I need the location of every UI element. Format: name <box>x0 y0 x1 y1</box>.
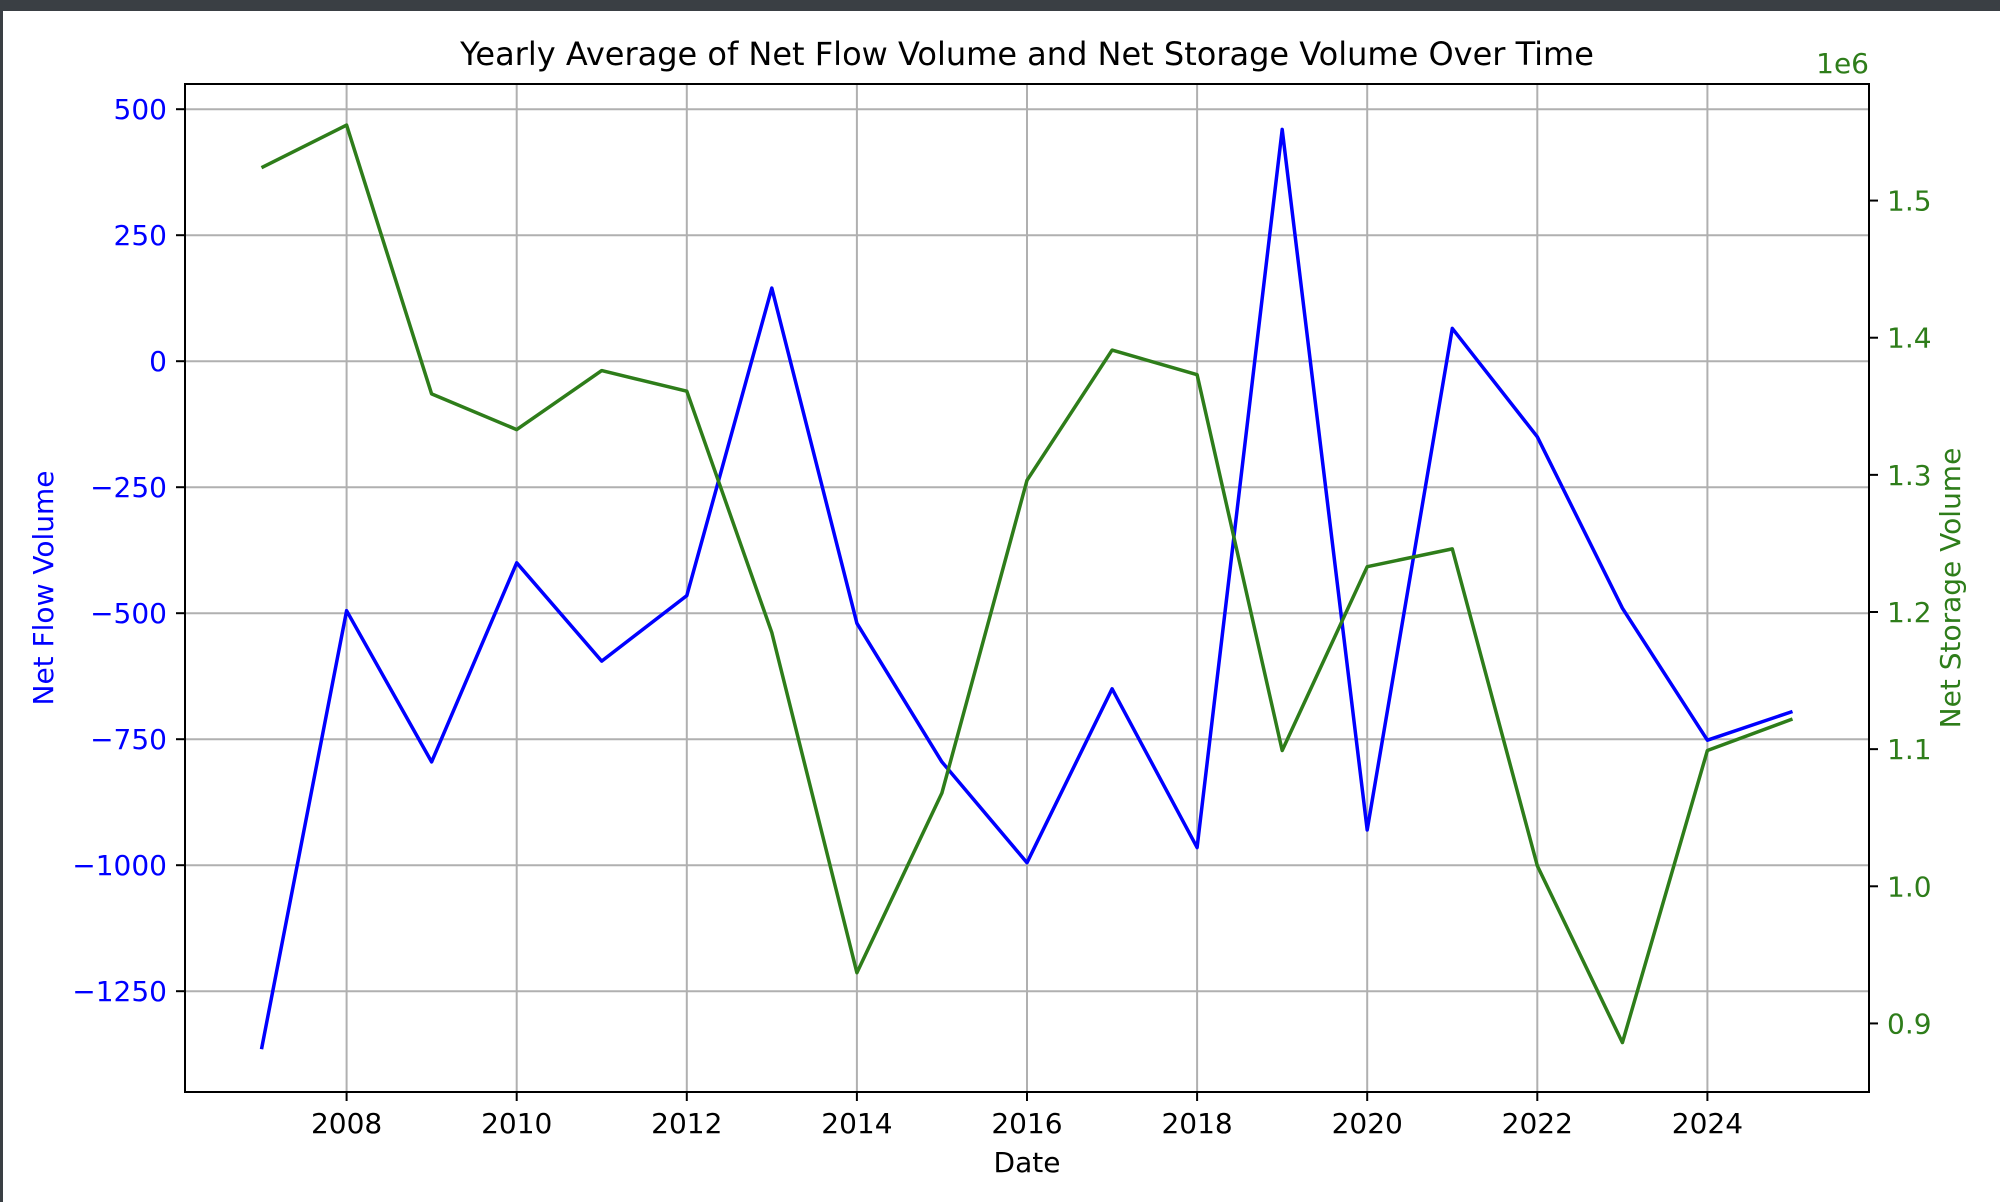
right-tick-label: 1.3 <box>1887 459 1932 492</box>
right-tick-label: 0.9 <box>1887 1007 1932 1040</box>
left-tick-label: −750 <box>90 723 167 756</box>
left-tick-label: 500 <box>114 93 167 126</box>
left-tick-label: −1000 <box>72 849 167 882</box>
right-tick-label: 1.5 <box>1887 185 1932 218</box>
x-tick-label: 2016 <box>991 1107 1062 1140</box>
left-tick-label: −250 <box>90 471 167 504</box>
right-tick-label: 1.0 <box>1887 870 1932 903</box>
right-axis-offset-label: 1e6 <box>1816 47 1869 80</box>
left-tick-label: −1250 <box>72 975 167 1008</box>
x-tick-label: 2024 <box>1672 1107 1743 1140</box>
grid-lines <box>185 84 1869 1092</box>
net-storage-volume-line <box>260 123 1794 1045</box>
left-axis-label: Net Flow Volume <box>27 470 60 705</box>
net-flow-volume-line <box>259 127 1794 1050</box>
window-top-bar <box>0 0 2000 11</box>
right-axis-label: Net Storage Volume <box>1934 448 1967 729</box>
x-tick-label: 2018 <box>1161 1107 1232 1140</box>
series-lines <box>259 123 1794 1050</box>
x-tick-label: 2020 <box>1332 1107 1403 1140</box>
x-axis-label: Date <box>994 1146 1061 1179</box>
x-tick-label: 2022 <box>1502 1107 1573 1140</box>
right-tick-label: 1.1 <box>1887 733 1932 766</box>
x-tick-label: 2010 <box>481 1107 552 1140</box>
x-tick-label: 2012 <box>651 1107 722 1140</box>
left-tick-label: 0 <box>149 345 167 378</box>
right-tick-label: 1.4 <box>1887 322 1932 355</box>
window-left-border <box>0 0 3 1202</box>
chart-title: Yearly Average of Net Flow Volume and Ne… <box>459 35 1594 73</box>
left-tick-label: −500 <box>90 597 167 630</box>
left-tick-label: 250 <box>114 219 167 252</box>
axis-ticks: 2008 2010 2012 2014 2016 2018 2020 2022 2024 500 2… <box>72 93 1931 1140</box>
x-tick-label: 2014 <box>821 1107 892 1140</box>
x-tick-label: 2008 <box>311 1107 382 1140</box>
right-tick-label: 1.2 <box>1887 596 1932 629</box>
